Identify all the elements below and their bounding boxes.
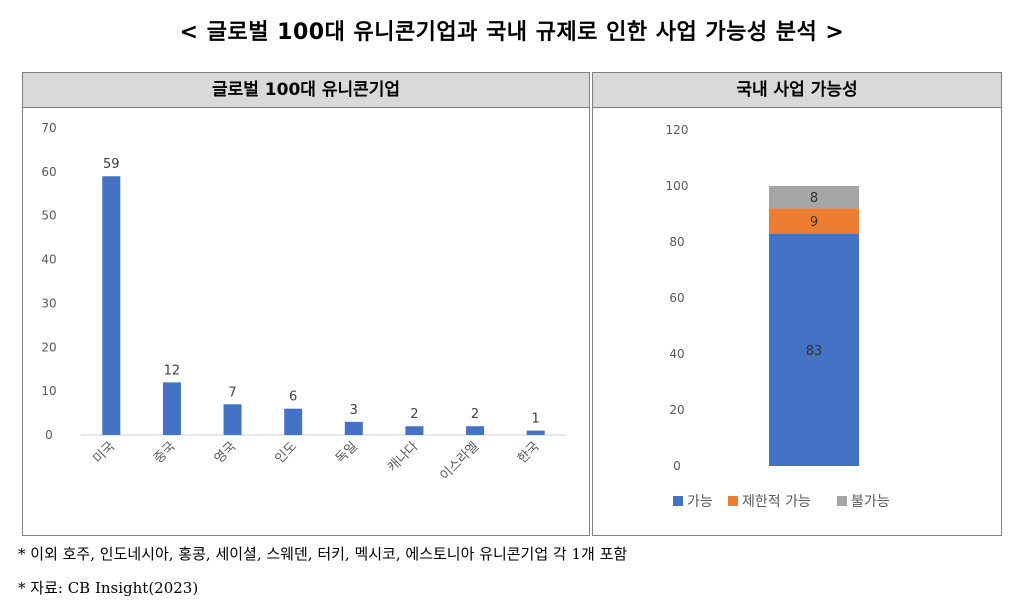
legend-swatch [673,496,683,506]
data-label: 59 [103,157,120,172]
y-tick-label: 80 [669,235,684,249]
legend-label: 가능 [687,494,713,510]
y-tick-label: 60 [41,165,56,179]
bar-1 [102,176,121,435]
legend-label: 불가능 [851,494,890,510]
bar-6 [405,426,424,435]
data-label: 3 [350,403,358,418]
y-tick-label: 30 [41,296,56,310]
data-label: 2 [410,407,418,422]
y-tick-label: 100 [666,179,689,193]
y-tick-label: 70 [41,121,56,135]
x-tick-label: 한국 [515,439,543,467]
data-label: 2 [471,407,479,422]
data-label: 12 [164,363,181,378]
x-tick-label: 이스라엘 [437,439,481,483]
bar-2 [162,382,181,435]
y-tick-label: 40 [669,347,684,361]
x-tick-label: 캐나다 [385,439,421,475]
data-label: 9 [810,215,818,230]
right-panel: 0 20 40 60 80 100 120 83 9 8 가능 제한적 가능 불가능 [592,108,1002,536]
stack-segment-3 [769,186,859,209]
x-tick-label: 중국 [151,439,179,467]
legend-swatch [837,496,847,506]
y-tick-label: 10 [41,384,56,398]
left-panel-header: 글로벌 100대 유니콘기업 [22,72,590,108]
legend-swatch [728,496,738,506]
bar-3 [223,404,242,435]
bar-4 [284,408,303,435]
unicorn-country-chart: 0 10 20 30 40 50 60 70 59 미국 12 중국 7 영국 6 인도 3 독일 2 캐나다 2 이스라… [41,121,566,484]
stack-segment-2 [769,208,859,234]
y-tick-label: 60 [669,291,684,305]
footnote-source: * 자료: CB Insight(2023) [18,579,199,597]
y-tick-label: 120 [666,123,689,137]
legend-label: 제한적 가능 [742,494,811,510]
right-panel-header: 국내 사업 가능성 [592,72,1002,108]
data-label: 1 [532,412,540,427]
y-tick-label: 40 [41,253,56,267]
data-label: 8 [810,191,818,206]
y-tick-label: 0 [45,428,53,442]
data-label: 7 [228,385,236,400]
y-tick-label: 0 [673,459,681,473]
y-tick-label: 50 [41,209,56,223]
x-tick-label: 영국 [212,439,240,467]
left-panel: 0 10 20 30 40 50 60 70 59 미국 12 중국 7 영국 6 인도 3 독일 2 캐나다 2 이스라… [22,108,590,536]
x-tick-label: 인도 [272,439,300,467]
x-tick-label: 미국 [91,439,119,467]
stack-segment-1 [769,233,859,466]
bar-5 [344,421,363,435]
page-title: < 글로벌 100대 유니콘기업과 국내 규제로 인한 사업 가능성 분석 > [179,20,845,45]
data-label: 83 [806,344,823,359]
y-tick-label: 20 [669,403,684,417]
data-label: 6 [289,390,297,405]
x-tick-label: 독일 [333,439,361,467]
domestic-feasibility-chart: 0 20 40 60 80 100 120 83 9 8 가능 제한적 가능 불가능 [666,123,890,510]
bar-7 [466,426,485,435]
y-tick-label: 20 [41,340,56,354]
footnote-others: * 이외 호주, 인도네시아, 홍콩, 세이셜, 스웨덴, 터키, 멕시코, 에… [18,545,628,563]
bar-8 [526,430,545,435]
